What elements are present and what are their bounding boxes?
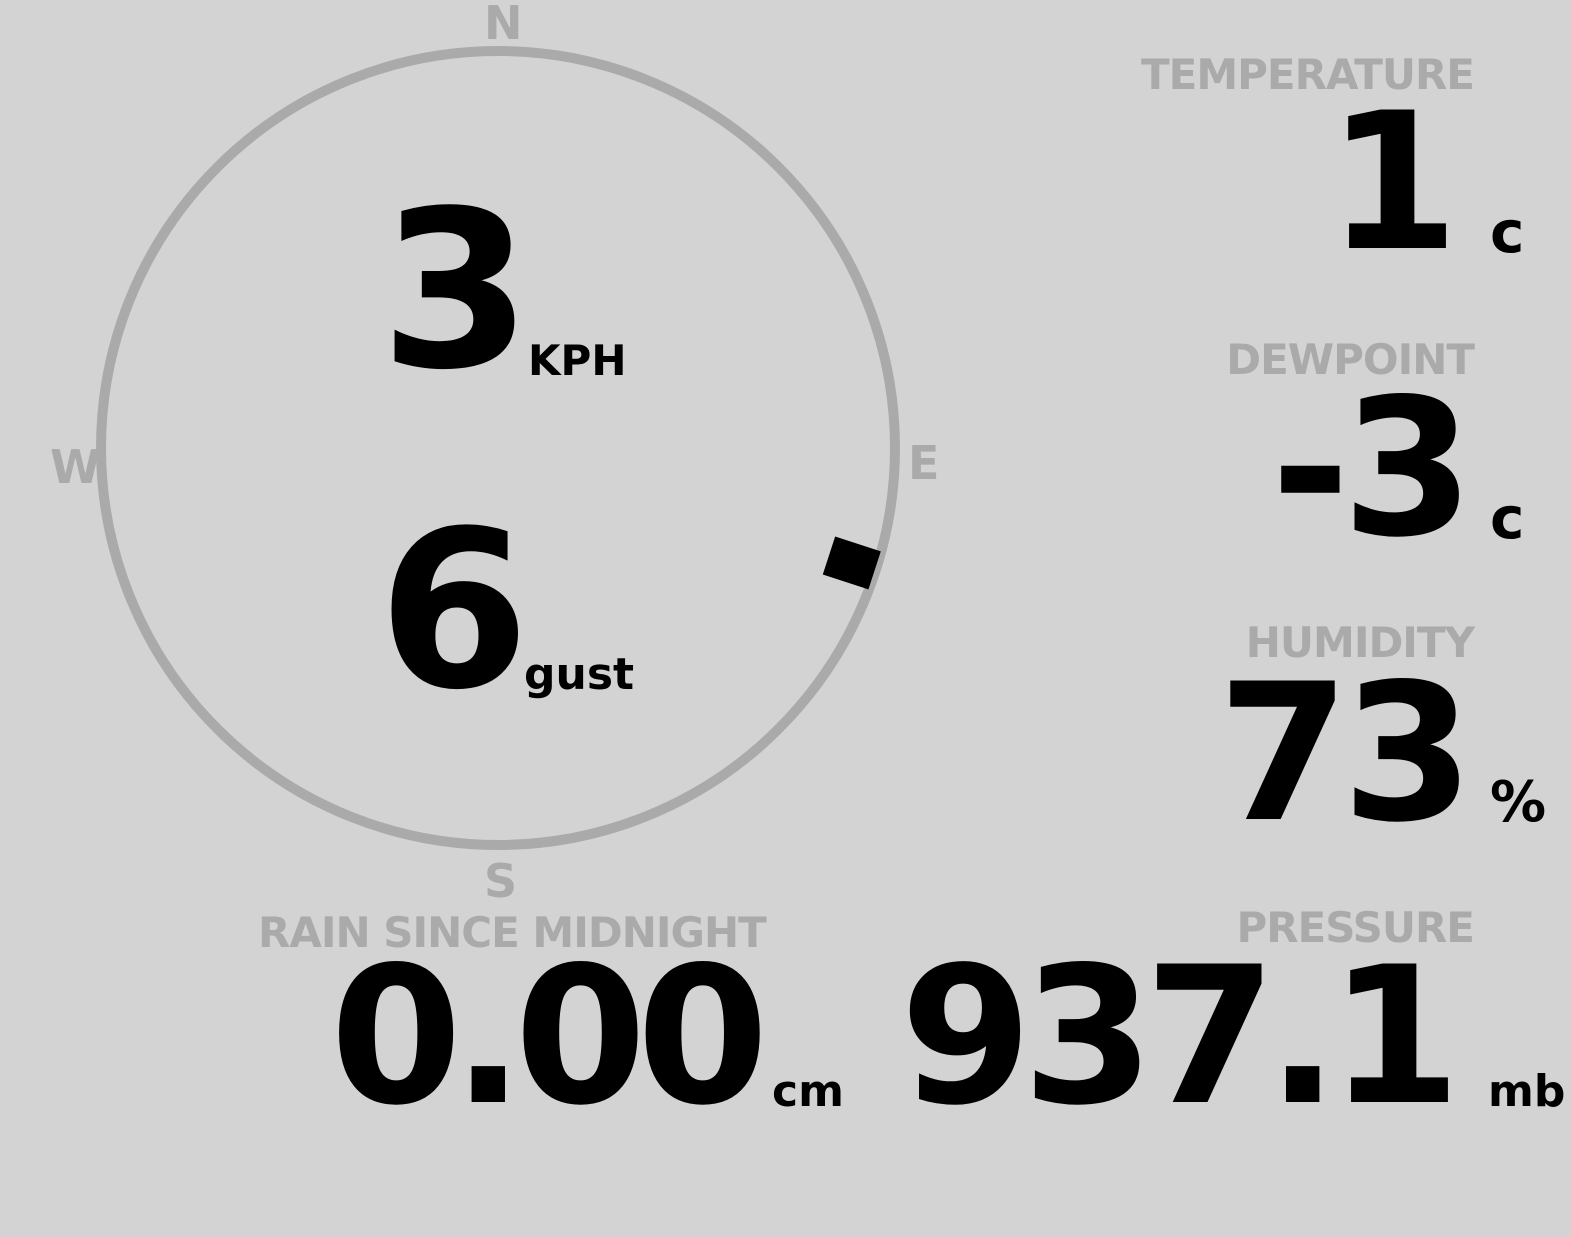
rain-unit: cm bbox=[772, 1066, 844, 1117]
pressure-unit: mb bbox=[1488, 1066, 1566, 1117]
wind-speed-unit: KPH bbox=[528, 336, 627, 385]
dewpoint-label: DEWPOINT bbox=[1226, 335, 1475, 384]
compass-north: N bbox=[484, 0, 523, 50]
pressure-label: PRESSURE bbox=[1236, 903, 1475, 952]
rain-value: 0.00 bbox=[330, 926, 769, 1147]
temperature-label: TEMPERATURE bbox=[1141, 50, 1475, 99]
wind-speed-value: 3 bbox=[380, 165, 532, 418]
humidity-unit: % bbox=[1490, 770, 1547, 835]
humidity-value: 73 bbox=[1217, 643, 1474, 864]
wind-direction-marker bbox=[822, 536, 881, 590]
wind-compass bbox=[96, 46, 900, 850]
compass-ring bbox=[96, 46, 900, 850]
dewpoint-unit: c bbox=[1490, 484, 1525, 552]
compass-east: E bbox=[908, 436, 940, 490]
rain-label: RAIN SINCE MIDNIGHT bbox=[258, 908, 767, 957]
compass-west: W bbox=[50, 440, 101, 494]
gust-value: 6 bbox=[378, 485, 530, 738]
pressure-value: 937.1 bbox=[900, 926, 1461, 1147]
humidity-label: HUMIDITY bbox=[1245, 618, 1475, 667]
gust-label: gust bbox=[524, 649, 635, 700]
temperature-value: 1 bbox=[1326, 72, 1459, 293]
temperature-unit: c bbox=[1490, 198, 1525, 266]
compass-south: S bbox=[484, 854, 518, 908]
dewpoint-value: -3 bbox=[1270, 358, 1474, 579]
